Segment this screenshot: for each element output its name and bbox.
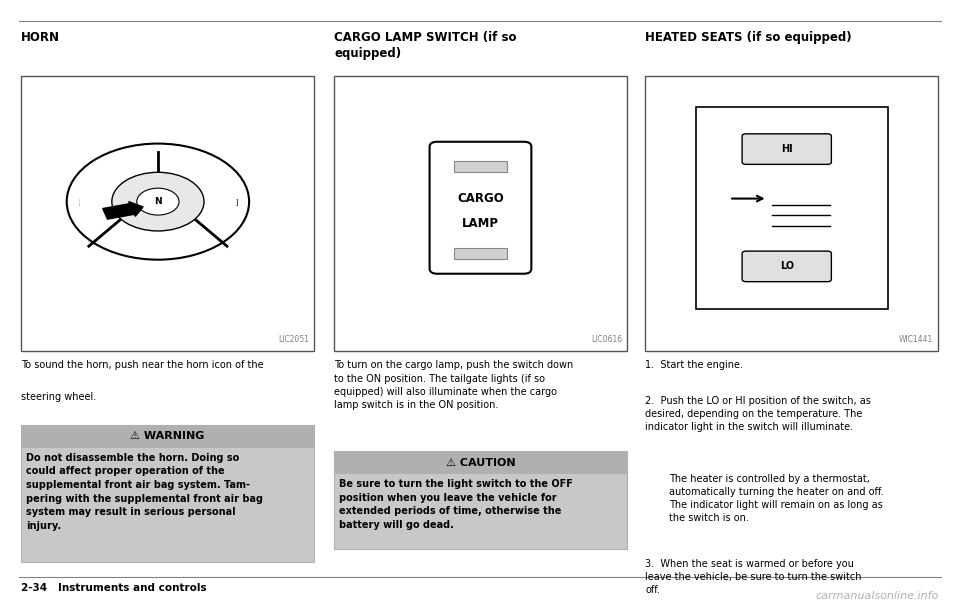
Text: LAMP: LAMP [462, 216, 499, 230]
Text: Do not disassemble the horn. Doing so
could affect proper operation of the
suppl: Do not disassemble the horn. Doing so co… [26, 453, 263, 531]
Text: Be sure to turn the light switch to the OFF
position when you leave the vehicle : Be sure to turn the light switch to the … [339, 479, 573, 530]
Bar [334, 76, 627, 351]
Bar [21, 448, 314, 562]
FancyBboxPatch shape [742, 251, 831, 282]
Text: 2.  Push the LO or HI position of the switch, as
desired, depending on the tempe: 2. Push the LO or HI position of the swi… [645, 396, 871, 433]
Circle shape [66, 144, 250, 260]
Circle shape [79, 152, 236, 252]
FancyArrow shape [103, 202, 143, 219]
Circle shape [111, 172, 204, 231]
Bar [454, 161, 507, 172]
Text: HI: HI [780, 144, 793, 154]
Bar [21, 425, 314, 448]
Bar [79, 199, 236, 205]
Text: To sound the horn, push near the horn icon of the: To sound the horn, push near the horn ic… [21, 360, 264, 370]
Bar [21, 425, 314, 562]
Text: ⚠ CAUTION: ⚠ CAUTION [445, 458, 516, 467]
Bar [334, 451, 627, 474]
Text: HEATED SEATS (if so equipped): HEATED SEATS (if so equipped) [645, 31, 852, 43]
Bar [21, 76, 314, 351]
Circle shape [136, 188, 179, 215]
Text: CARGO LAMP SWITCH (if so
equipped): CARGO LAMP SWITCH (if so equipped) [334, 31, 516, 59]
Bar [695, 107, 887, 309]
Text: 2-34   Instruments and controls: 2-34 Instruments and controls [21, 583, 206, 593]
Text: N: N [155, 197, 161, 206]
Text: CARGO: CARGO [457, 192, 504, 205]
Text: To turn on the cargo lamp, push the switch down
to the ON position. The tailgate: To turn on the cargo lamp, push the swit… [334, 360, 573, 410]
FancyBboxPatch shape [742, 134, 831, 164]
Text: carmanualsonline.info: carmanualsonline.info [816, 591, 939, 601]
Text: LIC0616: LIC0616 [591, 335, 622, 344]
Bar [334, 474, 627, 549]
Text: 1.  Start the engine.: 1. Start the engine. [645, 360, 743, 370]
Text: LO: LO [780, 262, 794, 271]
Text: steering wheel.: steering wheel. [21, 392, 96, 402]
FancyBboxPatch shape [429, 142, 532, 274]
Text: LIC2051: LIC2051 [278, 335, 309, 344]
Bar [454, 248, 507, 259]
Bar [645, 76, 938, 351]
Bar [334, 451, 627, 549]
Text: WIC1441: WIC1441 [899, 335, 933, 344]
Text: 3.  When the seat is warmed or before you
leave the vehicle, be sure to turn the: 3. When the seat is warmed or before you… [645, 559, 862, 596]
Text: ⚠ WARNING: ⚠ WARNING [131, 431, 204, 441]
Text: The heater is controlled by a thermostat,
automatically turning the heater on an: The heater is controlled by a thermostat… [669, 474, 883, 523]
Text: HORN: HORN [21, 31, 60, 43]
